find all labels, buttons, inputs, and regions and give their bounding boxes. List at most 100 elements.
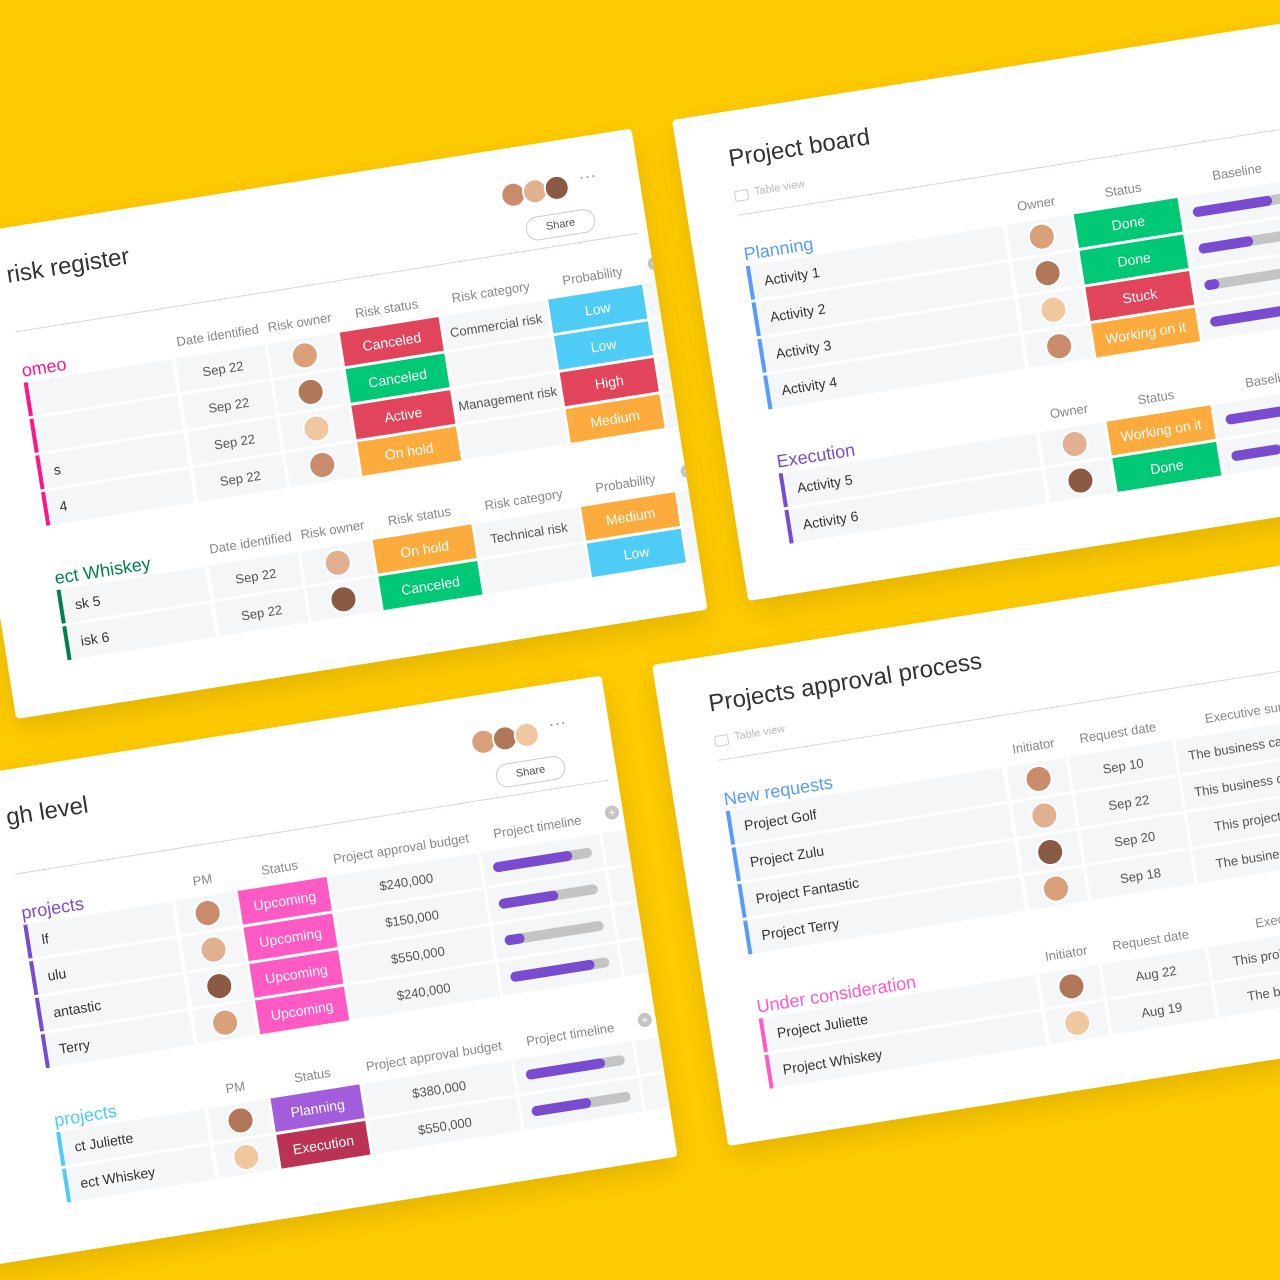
progress-bar [1197,235,1254,255]
progress-bar [498,890,559,910]
avatar [1022,762,1055,795]
budget-text: $550,000 [416,1113,473,1138]
column-header: Initiator [1011,735,1056,757]
item-name: ect Whiskey [79,1163,157,1192]
item-name: Activity 2 [768,300,827,325]
board-card: risk register ··· Share omeo Date identified… [0,128,708,720]
avatar [1042,330,1075,363]
summary-text: This project will a [1213,803,1280,834]
column-header: Owner [1048,400,1089,422]
progress-bar [509,959,596,983]
budget-text: $380,000 [411,1077,468,1101]
item-name: isk 6 [79,628,111,649]
row-end [677,487,708,526]
add-column[interactable]: + [646,255,663,272]
person-cell [181,928,246,972]
column-header: Status [292,1064,332,1086]
date-text: Sep 18 [1118,864,1162,886]
view-icon [713,734,730,748]
person-cell [175,891,240,935]
add-column[interactable]: + [603,804,620,821]
date-text: Sep 22 [1107,791,1151,813]
avatar [1036,293,1069,326]
person-cell [192,1001,258,1045]
avatar [209,1006,242,1039]
avatar [294,375,327,408]
item-name: Activity 5 [795,471,854,496]
budget-text: $240,000 [378,869,435,894]
date-text: Sep 22 [212,430,256,453]
column-header: PM [191,870,214,889]
more-menu[interactable]: ··· [576,164,598,188]
avatar [1025,220,1058,253]
column-header: Owner [1015,193,1057,214]
more-menu[interactable]: ··· [546,711,568,735]
person-cell [284,442,360,488]
board-card: Projects approval process Table view New r… [652,555,1280,1147]
column-header: Baseline [1244,367,1280,391]
add-column[interactable]: + [679,462,696,479]
item-name: ct Juliette [73,1129,135,1155]
view-icon [733,189,750,203]
table-view-tab[interactable]: Table view [753,178,806,198]
avatar [1034,835,1067,869]
progress-bar [1192,195,1273,218]
column-header: Date identified [208,528,293,557]
item-name: Activity 1 [762,263,821,289]
progress-bar [1203,278,1221,291]
summary-text: This project will all [1231,937,1280,969]
row-end [644,279,680,318]
person-cell [1006,757,1071,801]
avatar [230,1140,263,1173]
row-end [662,389,698,428]
board-title: Project board [726,123,872,173]
share-button[interactable]: Share [524,207,598,243]
row-end [634,1036,670,1075]
row-end [602,828,638,867]
board-title: gh level [4,791,91,832]
item-name: Project Juliette [775,1010,870,1041]
item-name: ulu [46,965,68,984]
avatar [1061,1006,1094,1039]
category-text: Commercial risk [448,310,544,340]
person-cell [1012,793,1077,837]
avatar [191,896,224,930]
date-text: Sep 10 [1101,754,1145,777]
row-end [607,865,643,904]
row-end [683,523,708,562]
date-text: Sep 20 [1113,828,1157,850]
item-name: Project Zulu [748,842,826,870]
summary-text: The business case [1214,839,1280,871]
date-text: Sep 22 [234,565,278,587]
progress-bar [530,1097,592,1117]
item-name: 4 [58,497,69,515]
person-cell [1044,1001,1110,1045]
add-column[interactable]: + [636,1011,653,1028]
progress-bar [1224,404,1280,426]
person-cell [1045,458,1115,503]
avatar [306,448,339,482]
item-name: Project Whiskey [781,1045,884,1078]
item-name: Activity 6 [801,507,860,533]
avatar [1039,872,1072,905]
category-text: Management risk [457,382,558,414]
person-cell [208,1098,273,1142]
date-text: Sep 22 [218,467,262,489]
avatar [327,583,360,616]
avatar [300,412,333,445]
board-title: Projects approval process [706,647,984,718]
avatar [1031,257,1064,290]
person-cell [1017,830,1083,874]
item-name: antastic [52,996,103,1021]
table-view-tab[interactable]: Table view [733,723,786,743]
avatar [321,546,354,579]
budget-text: $550,000 [389,943,446,967]
row-end [619,938,655,977]
board-card: gh level ··· Share projects PM Status Project … [0,675,678,1267]
person-cell [306,577,381,622]
summary-text: The business case als [1187,728,1280,763]
progress-bar [525,1057,606,1081]
person-cell [1023,324,1094,369]
item-name: Activity 3 [774,336,833,362]
share-button[interactable]: Share [494,754,568,790]
